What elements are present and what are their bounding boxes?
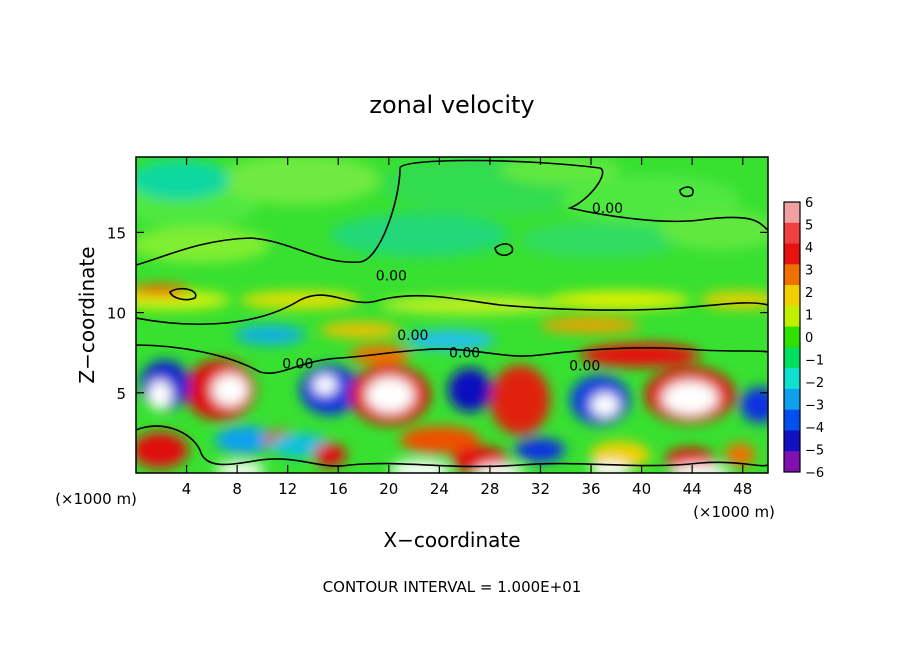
zero-contour-line: [136, 344, 768, 374]
colorbar-swatch: [784, 202, 800, 224]
x-tick-label: 48: [733, 480, 752, 498]
field-blob: [350, 345, 410, 365]
field-blob: [725, 443, 755, 467]
contour-interval-footer: CONTOUR INTERVAL = 1.000E+01: [323, 578, 582, 596]
field-blob: [366, 377, 414, 413]
colorbar-label: 5: [805, 219, 813, 234]
colorbar-label: −5: [805, 444, 824, 459]
x-tick-label: 8: [232, 480, 242, 498]
colorbar-swatch: [784, 388, 800, 411]
field-blob: [148, 380, 172, 410]
colorbar-label: 6: [805, 196, 813, 211]
field-blob: [490, 365, 550, 435]
colorbar-label: −4: [805, 421, 824, 436]
x-tick-label: 16: [329, 480, 348, 498]
chart-title: zonal velocity: [369, 91, 534, 119]
colorbar-swatch: [784, 451, 800, 473]
field-blob: [313, 375, 337, 395]
contour-label: 0.00: [592, 201, 623, 217]
field-blob: [136, 284, 190, 296]
colorbar-label: 3: [805, 264, 813, 279]
field-blob: [662, 381, 718, 415]
field-blob: [405, 330, 495, 350]
field-blob: [500, 157, 620, 185]
field-blob: [590, 441, 650, 469]
zero-contour-line: [136, 159, 768, 266]
zero-contour-line: [136, 294, 768, 326]
colorbar-swatch: [784, 264, 800, 286]
plot-frame: [135, 156, 769, 474]
contour-label: 0.00: [376, 269, 407, 285]
colorbar-frame: [783, 201, 801, 473]
x-axis-label: X−coordinate: [383, 528, 520, 552]
zero-contour-line: [494, 243, 514, 257]
field-blob: [380, 296, 560, 314]
y-axis-label: Z−coordinate: [75, 246, 99, 383]
colorbar-label: 0: [805, 331, 813, 346]
colorbar-swatch: [784, 368, 800, 390]
contour-label: 0.00: [569, 358, 600, 374]
y-tick-label: 5: [116, 385, 126, 403]
x-tick-label: 12: [278, 480, 297, 498]
x-tick-label: 32: [531, 480, 550, 498]
field-blob: [314, 443, 346, 467]
colorbar-label: −6: [805, 466, 824, 481]
colorbar-swatch: [784, 305, 800, 328]
x-tick-label: 40: [632, 480, 651, 498]
field-blob: [400, 426, 480, 454]
field-blob: [591, 393, 619, 417]
field-blob: [660, 210, 768, 250]
x-tick-label: 4: [182, 480, 192, 498]
field-blob: [235, 325, 305, 345]
colorbar-label: 2: [805, 286, 813, 301]
field-blob: [550, 291, 690, 309]
colorbar-swatch: [784, 326, 800, 348]
x-unit-right: (×1000 m): [693, 503, 775, 521]
x-unit-left: (×1000 m): [55, 490, 137, 508]
contour-label: 0.00: [282, 357, 313, 373]
zero-contour-line: [169, 287, 197, 301]
zero-contour-line: [679, 186, 694, 198]
colorbar-swatch: [784, 243, 800, 265]
field-blob: [515, 438, 565, 462]
colorbar-swatch: [784, 430, 800, 452]
field-blob: [220, 157, 380, 205]
field-blob: [212, 374, 248, 406]
y-tick-label: 15: [107, 224, 126, 242]
field-blob: [390, 460, 450, 473]
field-blob: [740, 387, 768, 423]
field-blob: [320, 322, 400, 338]
colorbar-swatch: [784, 222, 800, 245]
colorbar-swatch: [784, 347, 800, 369]
colorbar-label: −1: [805, 354, 824, 369]
x-tick-label: 44: [683, 480, 702, 498]
colorbar-swatch: [784, 285, 800, 307]
plot-area: [136, 157, 768, 473]
colorbar-label: −2: [805, 376, 824, 391]
colorbar-label: 1: [805, 309, 813, 324]
x-tick-label: 28: [480, 480, 499, 498]
field-blob: [136, 432, 188, 468]
field-blob: [448, 368, 492, 412]
field-blob: [520, 222, 680, 258]
x-tick-label: 36: [581, 480, 600, 498]
field-blob: [136, 160, 230, 200]
colorbar-swatch: [784, 409, 800, 431]
y-tick-label: 10: [107, 305, 126, 323]
field-blob: [540, 317, 640, 333]
contour-label: 0.00: [397, 328, 428, 344]
colorbar-label: 4: [805, 241, 813, 256]
x-tick-label: 24: [430, 480, 449, 498]
field-blob: [215, 426, 275, 454]
contour-label: 0.00: [449, 346, 480, 362]
colorbar-label: −3: [805, 399, 824, 414]
zero-contour-line: [136, 425, 768, 468]
field-blob: [330, 213, 510, 257]
field-blob: [670, 464, 730, 473]
x-tick-label: 20: [379, 480, 398, 498]
